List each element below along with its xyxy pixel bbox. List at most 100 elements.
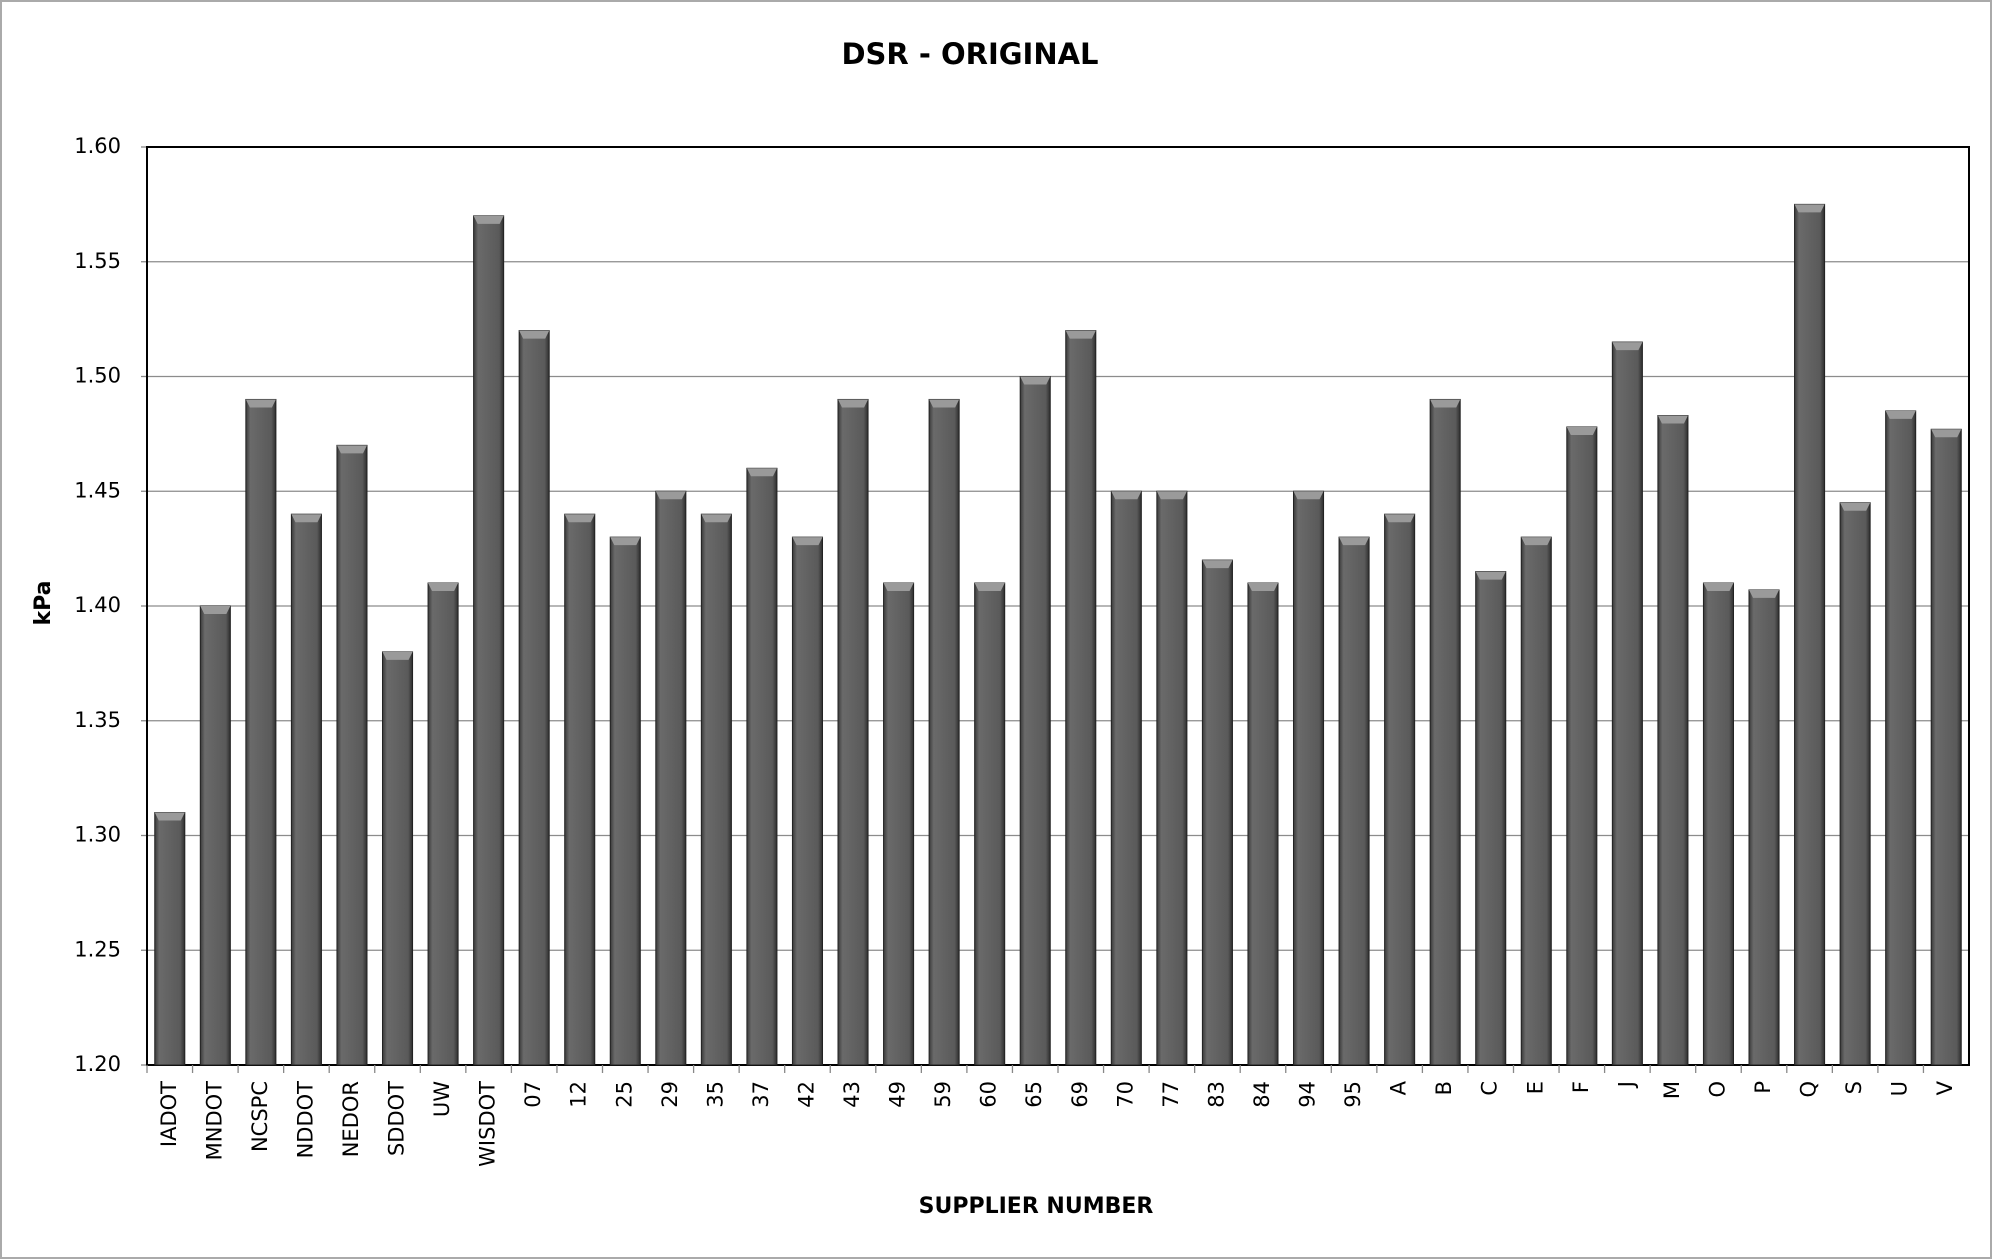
bar-bevel <box>1931 429 1962 438</box>
bar <box>928 398 960 1066</box>
bar-bevel <box>974 583 1005 592</box>
y-tick-label: 1.40 <box>74 593 121 617</box>
x-tick-label: 37 <box>749 1081 773 1108</box>
x-tick-label: 43 <box>840 1081 864 1108</box>
bar <box>655 490 687 1066</box>
y-tick-label: 1.20 <box>74 1052 121 1076</box>
x-tick-label: 83 <box>1204 1081 1228 1108</box>
x-tick-label: M <box>1660 1081 1684 1099</box>
x-tick-label: 25 <box>612 1081 636 1108</box>
bar <box>974 582 1006 1066</box>
bar-bevel <box>1384 514 1415 523</box>
bar <box>1338 536 1370 1066</box>
x-tick-label: F <box>1569 1081 1593 1093</box>
x-tick-label: 12 <box>567 1081 591 1108</box>
x-tick-label: 49 <box>886 1081 910 1108</box>
x-tick-label: 60 <box>977 1081 1001 1108</box>
bar-bevel <box>428 583 459 592</box>
bar <box>245 398 277 1066</box>
x-tick-label: MNDOT <box>202 1081 226 1161</box>
x-tick-label: 59 <box>931 1081 955 1108</box>
bar-bevel <box>564 514 595 523</box>
bar <box>1930 428 1962 1066</box>
bar-bevel <box>200 606 231 614</box>
x-tick-label: NCSPC <box>248 1081 272 1152</box>
bar <box>1292 490 1325 1066</box>
bar <box>1475 571 1507 1066</box>
chart-title: DSR - ORIGINAL <box>841 37 1098 71</box>
bar <box>1611 341 1643 1066</box>
x-tick-label: Q <box>1797 1081 1821 1098</box>
bar-bevel <box>655 491 686 500</box>
x-tick-label: V <box>1933 1080 1957 1095</box>
x-tick-label: E <box>1523 1081 1547 1094</box>
bar <box>564 513 596 1066</box>
bar <box>1065 330 1097 1066</box>
bar <box>791 536 824 1066</box>
bar-bevel <box>1657 415 1688 424</box>
bar-bevel <box>1794 204 1825 213</box>
bar-bevel <box>154 812 185 821</box>
y-tick-label: 1.25 <box>74 937 121 961</box>
bar <box>1657 415 1689 1066</box>
bar-bevel <box>1612 342 1643 351</box>
bar <box>1156 490 1188 1066</box>
x-tick-label: IADOT <box>157 1081 181 1147</box>
bar <box>1429 398 1461 1066</box>
x-tick-label: 07 <box>521 1081 545 1108</box>
bar-bevel <box>792 537 823 546</box>
bar-bevel <box>519 330 550 339</box>
x-tick-label: 29 <box>658 1081 682 1108</box>
bar-bevel <box>1703 583 1734 592</box>
bar-bevel <box>245 399 276 408</box>
bar-bevel <box>1020 376 1051 385</box>
bar <box>746 467 778 1066</box>
bar <box>1839 502 1871 1066</box>
bar-bevel <box>336 445 368 454</box>
bar-bevel <box>701 514 732 523</box>
x-tick-label: 70 <box>1113 1081 1137 1108</box>
bar <box>381 651 414 1066</box>
bar <box>1384 513 1416 1066</box>
bar-bevel <box>1521 537 1552 546</box>
x-tick-label: NDDOT <box>293 1081 317 1159</box>
bar-bevel <box>1247 583 1279 592</box>
y-tick-label: 1.50 <box>74 364 121 388</box>
x-tick-label: C <box>1478 1081 1502 1096</box>
bar <box>700 513 732 1066</box>
y-tick-label: 1.35 <box>74 708 121 732</box>
bar-bevel <box>1748 589 1780 598</box>
bar-bevel <box>1475 571 1506 580</box>
bar-bevel <box>382 651 413 660</box>
bar-bevel <box>291 514 322 523</box>
bar <box>837 398 869 1066</box>
x-tick-label: 95 <box>1341 1081 1365 1108</box>
bar-bevel <box>1293 491 1324 500</box>
x-tick-label: B <box>1432 1081 1456 1095</box>
x-tick-label: P <box>1751 1081 1775 1094</box>
y-tick-label: 1.45 <box>74 478 121 502</box>
x-tick-label: J <box>1614 1081 1638 1089</box>
bar-bevel <box>1156 491 1187 500</box>
bar <box>1885 410 1917 1066</box>
bar <box>154 812 186 1066</box>
x-tick-label: 77 <box>1159 1081 1183 1108</box>
bar <box>336 444 368 1066</box>
bar-bevel <box>1885 410 1916 419</box>
bar-bevel <box>1430 399 1461 408</box>
y-tick-label: 1.60 <box>74 134 121 158</box>
y-tick-label: 1.55 <box>74 249 121 273</box>
bar <box>199 605 231 1066</box>
bar-bevel <box>1111 491 1142 500</box>
bar-bevel <box>473 215 504 224</box>
bar <box>518 330 550 1066</box>
bar <box>427 582 459 1066</box>
bar-bevel <box>1339 537 1370 546</box>
x-tick-label: A <box>1387 1080 1411 1095</box>
x-tick-label: 35 <box>703 1081 727 1108</box>
bar <box>1019 376 1051 1066</box>
bar <box>1247 582 1279 1066</box>
x-tick-label: SDDOT <box>385 1081 409 1156</box>
x-tick-label: 84 <box>1250 1081 1274 1108</box>
bar <box>1702 582 1735 1066</box>
